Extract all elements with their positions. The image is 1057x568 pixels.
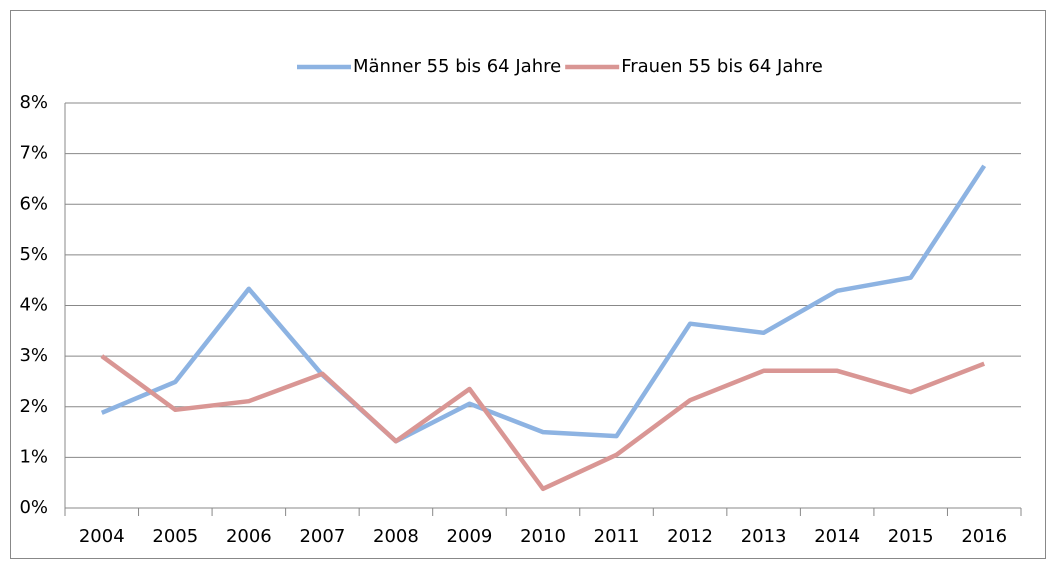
data-line: [100, 354, 986, 492]
x-tick-label: 2005: [152, 526, 198, 547]
x-tick-label: 2015: [888, 526, 934, 547]
y-tick-label: 7%: [19, 143, 48, 164]
legend-label: Frauen 55 bis 64 Jahre: [621, 56, 823, 77]
x-tick-label: 2006: [226, 526, 272, 547]
y-tick-label: 0%: [19, 497, 48, 518]
y-tick-label: 3%: [19, 345, 48, 366]
x-tick-label: 2016: [961, 526, 1007, 547]
legend-label: Männer 55 bis 64 Jahre: [353, 56, 561, 77]
x-tick-label: 2009: [447, 526, 493, 547]
x-tick-label: 2008: [373, 526, 419, 547]
y-tick-label: 4%: [19, 295, 48, 316]
y-tick-label: 6%: [19, 193, 48, 214]
x-tick-label: 2014: [814, 526, 860, 547]
x-tick-label: 2013: [741, 526, 787, 547]
y-tick-label: 1%: [19, 446, 48, 467]
x-tick-label: 2007: [299, 526, 345, 547]
x-tick-label: 2010: [520, 526, 566, 547]
data-line: [100, 164, 987, 444]
chart-border: [10, 10, 1046, 559]
x-tick-label: 2011: [594, 526, 640, 547]
x-tick-label: 2012: [667, 526, 713, 547]
y-tick-label: 8%: [19, 92, 48, 113]
y-tick-label: 5%: [19, 244, 48, 265]
x-tick-label: 2004: [79, 526, 125, 547]
y-tick-label: 2%: [19, 396, 48, 417]
